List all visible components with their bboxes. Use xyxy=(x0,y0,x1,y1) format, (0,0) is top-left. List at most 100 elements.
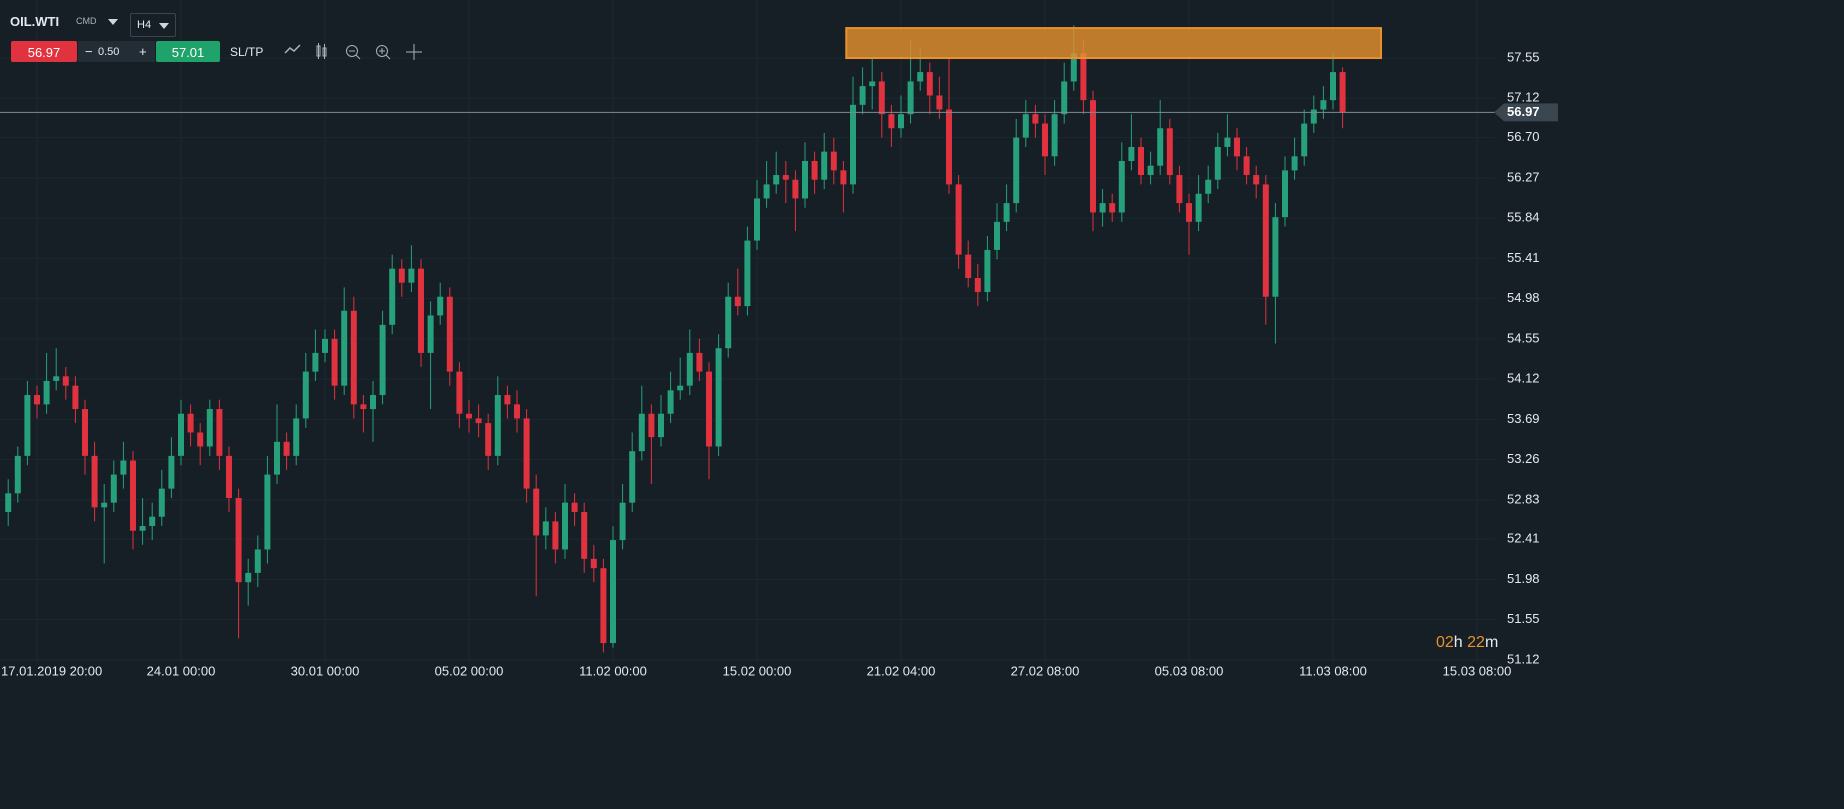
candle-body xyxy=(552,521,559,550)
candle-body xyxy=(168,455,175,489)
candle-body xyxy=(514,404,520,419)
candle-body xyxy=(773,175,780,185)
symbol-dropdown[interactable] xyxy=(108,19,118,25)
candle-body xyxy=(677,385,684,391)
candle-body xyxy=(235,497,242,583)
y-tick-label: 51.55 xyxy=(1507,611,1540,626)
candle-body xyxy=(206,409,213,447)
market: CMD xyxy=(76,16,97,26)
candle-body xyxy=(1099,203,1106,213)
candle-body xyxy=(792,179,799,199)
candle-body xyxy=(446,296,453,372)
candle-body xyxy=(859,86,866,105)
candle-body xyxy=(1157,128,1164,166)
tool-icons[interactable] xyxy=(284,42,434,64)
candle-body xyxy=(1186,203,1192,222)
candle-body xyxy=(72,385,79,410)
y-tick-label: 54.12 xyxy=(1507,371,1540,386)
candle-body xyxy=(389,268,396,325)
candle-body xyxy=(187,413,194,433)
bid-button[interactable]: 56.97 xyxy=(11,41,77,62)
candle-body xyxy=(43,380,50,405)
candle-body xyxy=(149,516,156,527)
candle-body xyxy=(638,413,645,452)
candle-body xyxy=(1147,165,1154,176)
candle-body xyxy=(686,352,693,386)
candle-body xyxy=(34,395,40,405)
candle-body xyxy=(523,418,530,489)
candle-body xyxy=(1330,72,1336,101)
timeframe-box[interactable]: H4 xyxy=(130,13,176,37)
candle-body xyxy=(274,441,280,475)
candle-body xyxy=(1195,193,1202,222)
candle-body xyxy=(1253,175,1260,185)
ask-button[interactable]: 57.01 xyxy=(156,41,220,62)
sltp[interactable]: SL/TP xyxy=(230,45,264,59)
x-tick-label: 15.03 08:00 xyxy=(1443,663,1512,678)
candle-body xyxy=(1070,53,1077,82)
symbol[interactable]: OIL.WTI xyxy=(10,14,60,29)
candle-body xyxy=(725,296,732,349)
candle-body xyxy=(1339,72,1346,113)
last-price-tag xyxy=(1494,103,1558,122)
candle-body xyxy=(456,371,463,414)
x-tick-label: 11.02 00:00 xyxy=(579,663,647,678)
candle-body xyxy=(782,175,789,180)
candle-body xyxy=(245,572,252,583)
candle-body xyxy=(1291,156,1298,171)
plus[interactable]: + xyxy=(139,44,147,59)
candle-body xyxy=(485,423,492,456)
candle-body xyxy=(494,395,501,456)
y-tick-label: 56.70 xyxy=(1507,129,1540,144)
y-tick-label: 57.12 xyxy=(1507,90,1540,105)
candle-body xyxy=(658,413,664,438)
countdown-hours: 02 xyxy=(1436,634,1454,651)
x-tick-label: 21.02 04:00 xyxy=(867,663,936,678)
candle-body xyxy=(763,184,770,199)
candle-body xyxy=(629,451,636,503)
candle-body xyxy=(744,240,751,307)
candle-body xyxy=(322,338,328,353)
candle-body xyxy=(1128,146,1135,162)
candle-body xyxy=(1080,53,1087,101)
candle-body xyxy=(533,488,540,536)
candle-body xyxy=(734,296,741,307)
candle-body xyxy=(984,249,991,293)
candle-body xyxy=(1013,137,1020,204)
candle-body xyxy=(1234,137,1240,157)
candle-body xyxy=(120,460,127,475)
candle-body xyxy=(754,198,760,241)
y-tick-label: 55.41 xyxy=(1507,250,1540,265)
candle-body xyxy=(254,549,261,573)
y-tick-label: 54.98 xyxy=(1507,290,1540,305)
candle-body xyxy=(562,502,568,550)
candle-body xyxy=(581,512,588,559)
y-tick-label: 51.98 xyxy=(1507,571,1540,586)
candle-body xyxy=(1243,156,1250,176)
candle-body xyxy=(283,441,290,456)
candle-body xyxy=(869,81,876,87)
candle-body xyxy=(706,371,712,447)
candle-body xyxy=(542,521,549,536)
candle-body xyxy=(974,278,981,293)
candle-body xyxy=(82,409,88,456)
candle-body xyxy=(850,104,856,185)
candle-body xyxy=(5,493,12,513)
last-price-label: 56.97 xyxy=(1507,104,1540,119)
candle-body xyxy=(590,558,597,569)
candle-body xyxy=(1061,81,1068,115)
resistance-zone xyxy=(845,27,1382,60)
candle-body xyxy=(811,161,818,180)
minus[interactable]: − xyxy=(85,44,93,59)
candle-body xyxy=(1262,184,1269,297)
candle-body xyxy=(571,502,578,513)
y-tick-label: 51.12 xyxy=(1507,651,1540,666)
candle-body xyxy=(264,474,271,550)
candle-body xyxy=(1022,114,1029,138)
x-tick-label: 05.02 00:00 xyxy=(435,663,504,678)
candle-body xyxy=(600,568,607,644)
candle-body xyxy=(821,151,828,180)
candle-body xyxy=(1214,146,1221,180)
